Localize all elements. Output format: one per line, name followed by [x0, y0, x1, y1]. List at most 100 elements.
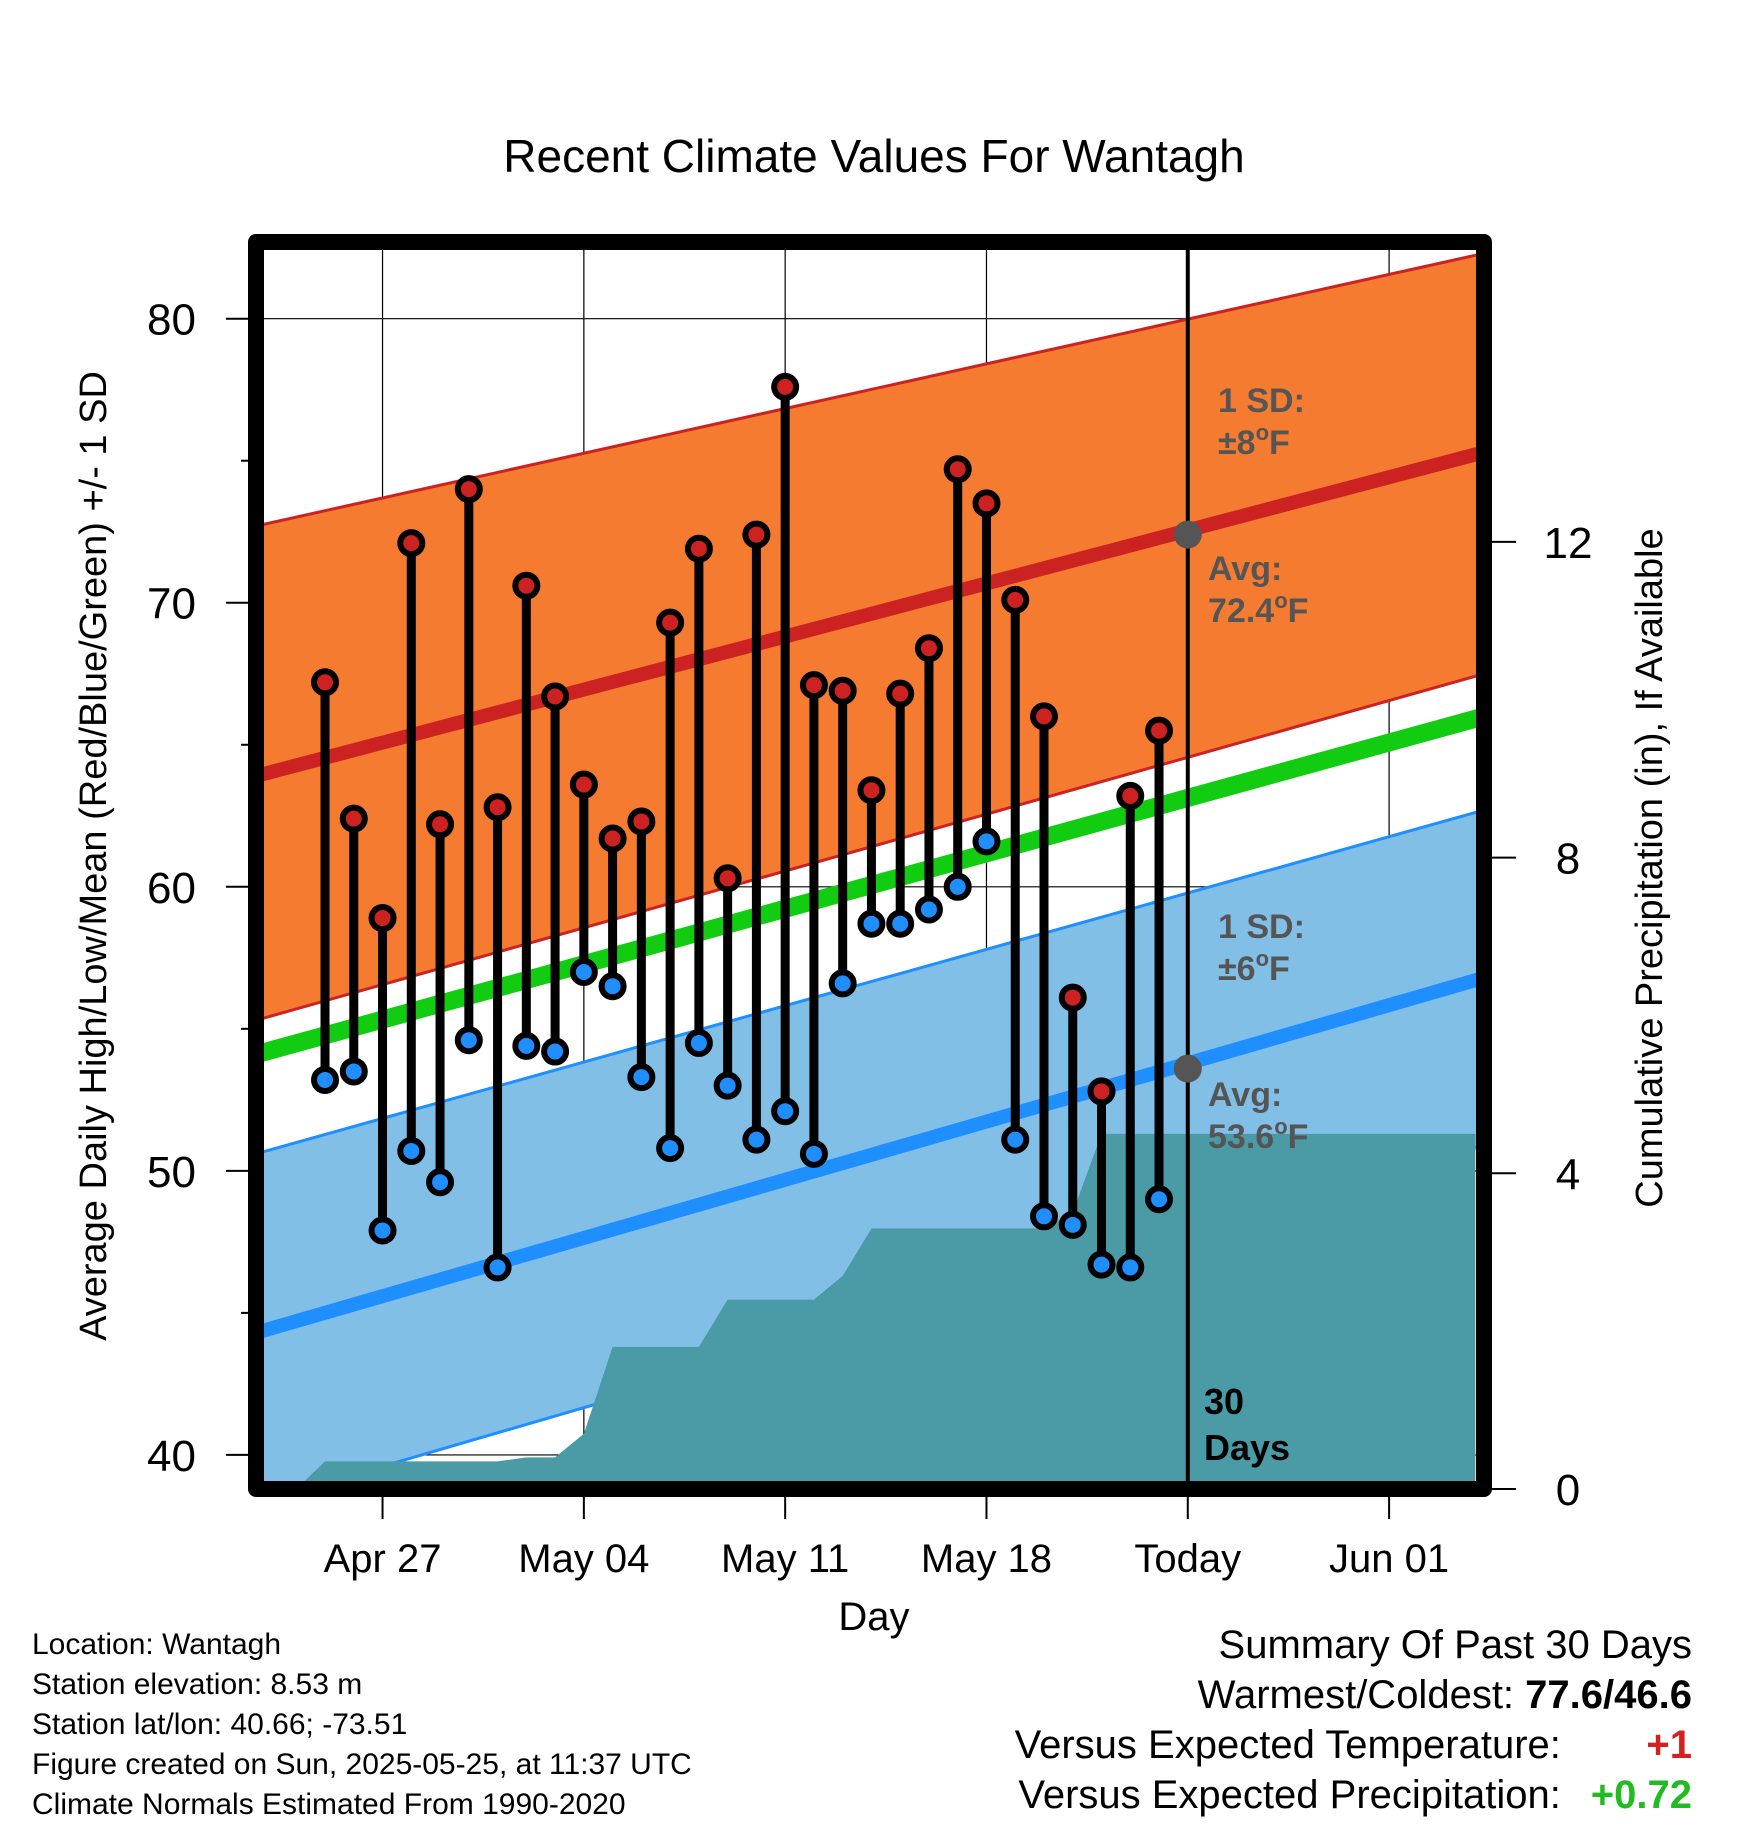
low-point	[483, 1253, 512, 1282]
x-tick-label: May 11	[721, 1537, 849, 1581]
low-point	[1029, 1202, 1058, 1231]
high-point	[972, 489, 1001, 518]
low-point	[742, 1125, 771, 1154]
precip-area	[296, 1133, 1476, 1489]
high-point	[1087, 1077, 1116, 1106]
high-point	[483, 793, 512, 822]
warm-cold-label: Warmest/Coldest:	[1197, 1673, 1515, 1717]
low-avg-label-line1: Avg:	[1208, 1076, 1282, 1114]
y2-tick-label: 0	[1556, 1466, 1580, 1515]
high-point	[1145, 716, 1174, 745]
low-point	[857, 909, 886, 938]
high-sd-label-line2: ±8oF	[1218, 420, 1290, 462]
summary-title: Summary Of Past 30 Days	[1218, 1623, 1692, 1667]
y2-tick-label: 4	[1556, 1150, 1580, 1199]
low-point	[656, 1134, 685, 1163]
high-point	[914, 634, 943, 663]
normals-text: Climate Normals Estimated From 1990-2020	[32, 1788, 626, 1821]
elevation-text: Station elevation: 8.53 m	[32, 1668, 363, 1701]
location-text: Location: Wantagh	[32, 1628, 282, 1661]
high-point	[598, 824, 627, 853]
low-point	[426, 1168, 455, 1197]
low-point	[771, 1097, 800, 1126]
high-point	[1001, 585, 1030, 614]
low-point	[886, 909, 915, 938]
summary-precip: Versus Expected Precipitation: +0.72	[1015, 1770, 1692, 1820]
high-point	[713, 864, 742, 893]
y-tick-label: 70	[147, 580, 196, 629]
high-point	[627, 807, 656, 836]
y2-axis-label: Cumulative Precipitation (in), If Availa…	[1629, 528, 1671, 1207]
low-point	[914, 895, 943, 924]
high-point	[569, 770, 598, 799]
high-point	[397, 529, 426, 558]
low-point	[311, 1065, 340, 1094]
high-sd-label-line1: 1 SD:	[1218, 382, 1305, 420]
low-avg-marker	[1173, 1054, 1202, 1083]
low-sd-label-line2: ±6oF	[1218, 946, 1290, 988]
y-axis-label: Average Daily High/Low/Mean (Red/Blue/Gr…	[73, 371, 115, 1341]
high-point	[426, 810, 455, 839]
x-tick-label: May 18	[921, 1537, 1052, 1581]
high-point	[684, 534, 713, 563]
low-point	[339, 1057, 368, 1086]
high-point	[799, 671, 828, 700]
high-point	[742, 520, 771, 549]
y2-tick-label: 8	[1556, 835, 1580, 884]
high-point	[541, 682, 570, 711]
band-layer	[256, 251, 1484, 1489]
low-point	[541, 1037, 570, 1066]
summary-temp: Versus Expected Temperature: +1	[1015, 1720, 1692, 1770]
y2-tick-label: 12	[1544, 519, 1593, 568]
high-avg-marker	[1173, 520, 1202, 549]
temp-label: Versus Expected Temperature:	[1014, 1723, 1561, 1767]
high-avg-label-line1: Avg:	[1208, 550, 1282, 588]
y-tick-label: 50	[147, 1148, 196, 1197]
low-avg-label-line2: 53.6oF	[1208, 1114, 1308, 1156]
summary-warm-cold: Warmest/Coldest: 77.6/46.6	[1015, 1670, 1692, 1720]
days-label-line2: Days	[1204, 1427, 1290, 1468]
low-point	[368, 1216, 397, 1245]
high-point	[368, 904, 397, 933]
high-point	[1116, 781, 1145, 810]
high-sd-band	[256, 251, 1484, 1022]
series-layer	[311, 242, 1202, 1489]
high-point	[311, 668, 340, 697]
y-tick-label: 80	[147, 296, 196, 345]
low-point	[713, 1071, 742, 1100]
high-point	[771, 372, 800, 401]
low-point	[397, 1136, 426, 1165]
low-point	[943, 872, 972, 901]
created-text: Figure created on Sun, 2025-05-25, at 11…	[32, 1748, 692, 1781]
warm-cold-value: 77.6/46.6	[1525, 1673, 1692, 1717]
high-normal-line	[256, 445, 1484, 783]
days-label-line1: 30	[1204, 1381, 1244, 1422]
low-point	[799, 1139, 828, 1168]
x-tick-label: Today	[1134, 1537, 1241, 1581]
high-point	[1058, 983, 1087, 1012]
high-point	[943, 455, 972, 484]
summary-panel: Summary Of Past 30 Days Warmest/Coldest:…	[1015, 1620, 1692, 1820]
station-info: Location: Wantagh Station elevation: 8.5…	[32, 1625, 692, 1825]
high-point	[886, 679, 915, 708]
y-tick-label: 40	[147, 1432, 196, 1481]
high-point	[1029, 702, 1058, 731]
low-normal-line	[256, 970, 1484, 1340]
high-point	[857, 776, 886, 805]
x-tick-label: Apr 27	[324, 1537, 442, 1581]
precip-label: Versus Expected Precipitation:	[1018, 1773, 1561, 1817]
temp-value: +1	[1646, 1723, 1692, 1767]
low-point	[1116, 1253, 1145, 1282]
low-point	[598, 972, 627, 1001]
precip-value: +0.72	[1590, 1773, 1692, 1817]
low-point	[569, 958, 598, 987]
low-point	[972, 827, 1001, 856]
latlon-text: Station lat/lon: 40.66; -73.51	[32, 1708, 408, 1741]
high-point	[454, 475, 483, 504]
high-point	[656, 608, 685, 637]
high-point	[512, 571, 541, 600]
axis-layer: 40 50 60 70 80 0 4 8 12 Apr 27 May 04 May 11 May 18 T…	[147, 234, 1593, 1581]
low-point	[627, 1063, 656, 1092]
x-tick-label: May 04	[518, 1537, 649, 1581]
